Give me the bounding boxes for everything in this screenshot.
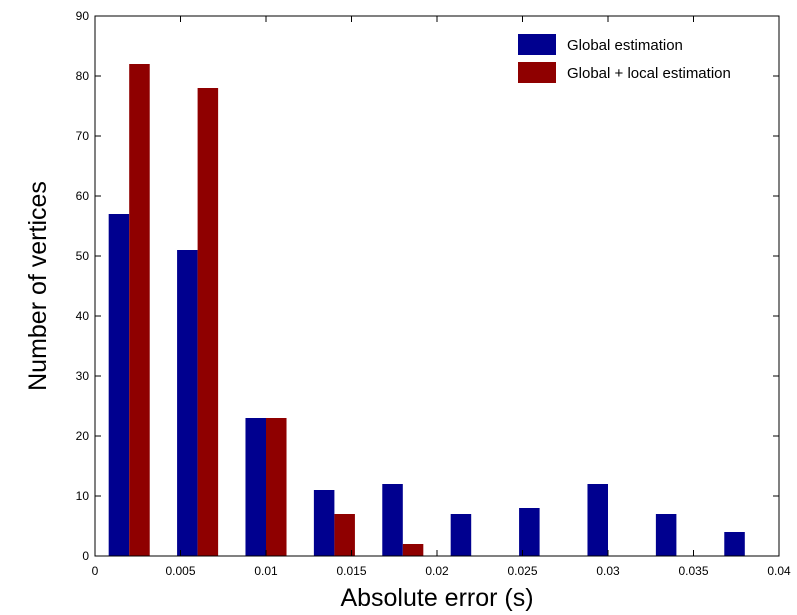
bar-global-local-4 bbox=[402, 544, 424, 556]
bar-global-2 bbox=[245, 418, 266, 556]
legend-label-global-local: Global + local estimation bbox=[567, 65, 731, 82]
y-tick-label: 10 bbox=[76, 489, 90, 503]
y-tick-label: 80 bbox=[76, 69, 90, 83]
x-tick-label: 0.02 bbox=[425, 564, 449, 578]
y-tick-label: 50 bbox=[76, 249, 90, 263]
bar-global-6 bbox=[519, 508, 540, 556]
bar-global-1 bbox=[177, 250, 198, 556]
bar-global-local-3 bbox=[334, 514, 355, 556]
x-tick-labels: 0 0.005 0.01 0.015 0.02 0.025 0.03 0.035 0.04 bbox=[92, 564, 791, 578]
legend-swatch-global-local bbox=[518, 62, 556, 83]
bar-global-4 bbox=[382, 484, 403, 556]
bar-global-0 bbox=[108, 214, 130, 556]
y-tick-label: 60 bbox=[76, 189, 90, 203]
legend-swatch-global bbox=[518, 34, 556, 55]
bar-global-local-2 bbox=[266, 418, 287, 556]
bar-global-local-0 bbox=[129, 64, 150, 556]
x-tick-label: 0.015 bbox=[336, 564, 366, 578]
y-tick-label: 20 bbox=[76, 429, 90, 443]
bar-global-7 bbox=[587, 484, 608, 556]
axis-ticks bbox=[94, 15, 780, 557]
y-tick-label: 90 bbox=[76, 9, 90, 23]
x-tick-label: 0.005 bbox=[165, 564, 195, 578]
x-tick-label: 0.025 bbox=[507, 564, 537, 578]
y-tick-label: 70 bbox=[76, 129, 90, 143]
x-tick-label: 0.01 bbox=[254, 564, 278, 578]
legend: Global estimation Global + local estimat… bbox=[518, 34, 731, 83]
y-tick-label: 0 bbox=[82, 549, 89, 563]
bar-global-8 bbox=[655, 514, 677, 556]
bar-global-5 bbox=[450, 514, 472, 556]
x-tick-label: 0.03 bbox=[596, 564, 620, 578]
bars-group bbox=[108, 64, 745, 556]
x-tick-label: 0.035 bbox=[678, 564, 708, 578]
bar-global-3 bbox=[313, 490, 335, 556]
bar-global-local-1 bbox=[197, 88, 219, 556]
x-tick-label: 0 bbox=[92, 564, 99, 578]
y-tick-label: 30 bbox=[76, 369, 90, 383]
x-axis-title: Absolute error (s) bbox=[340, 584, 533, 612]
bar-global-9 bbox=[724, 532, 745, 556]
x-tick-label: 0.04 bbox=[767, 564, 791, 578]
y-tick-labels: 0 10 20 30 40 50 60 70 80 90 bbox=[76, 9, 90, 563]
y-tick-label: 40 bbox=[76, 309, 90, 323]
legend-label-global: Global estimation bbox=[567, 37, 683, 54]
y-axis-title: Number of vertices bbox=[24, 181, 52, 391]
